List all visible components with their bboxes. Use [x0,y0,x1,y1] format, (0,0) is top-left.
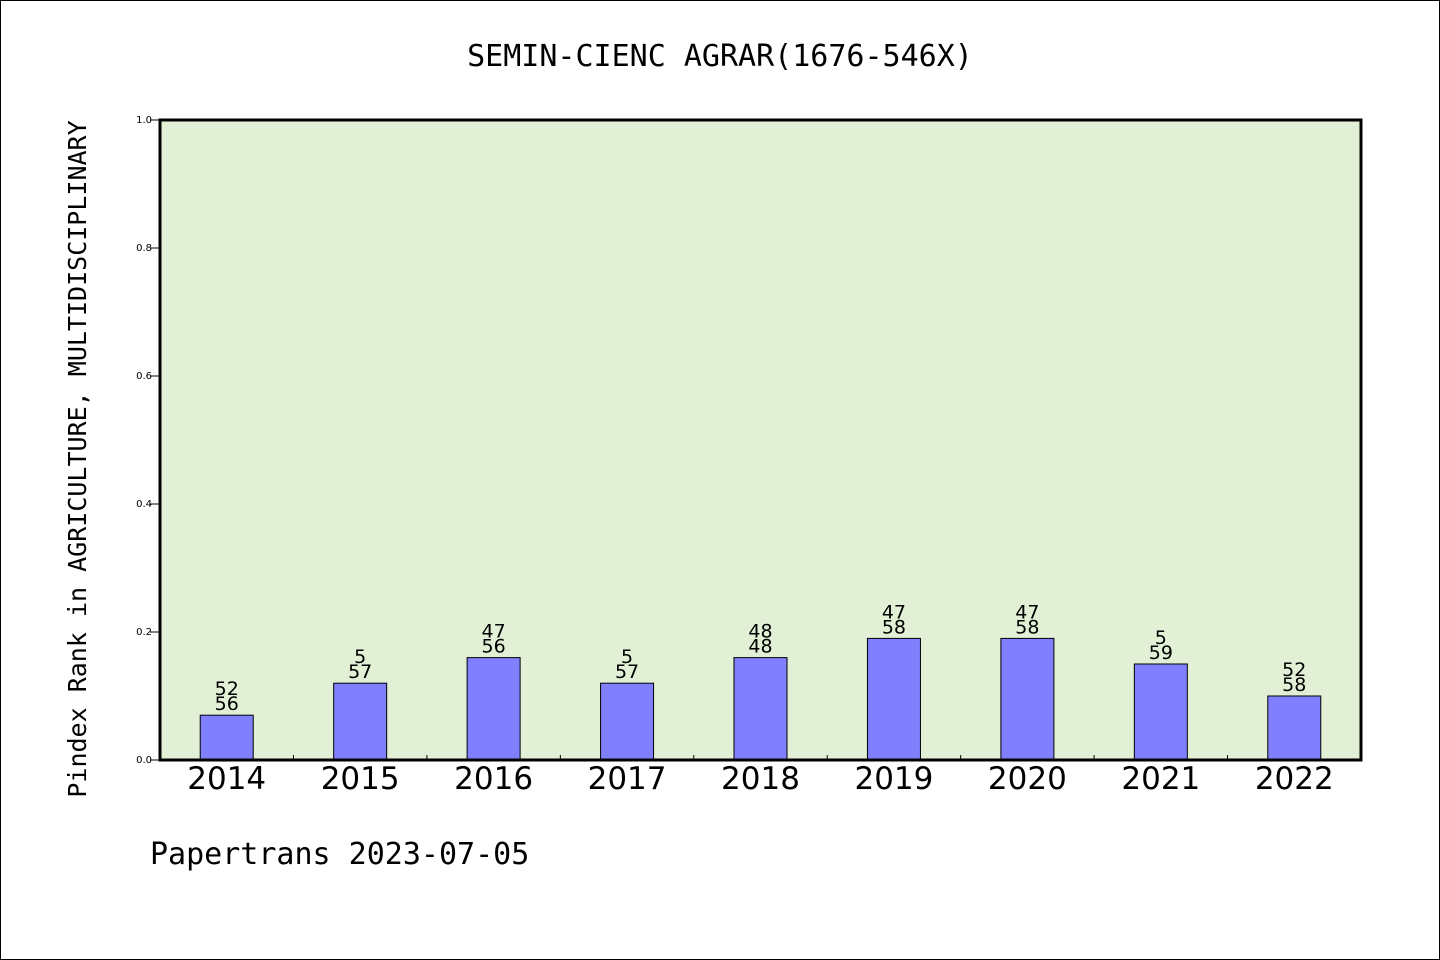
x-tick-label: 2021 [1121,761,1200,797]
data-label-bottom: 58 [882,616,906,638]
y-axis: 0.0 0.2 0.4 0.6 0.8 1.0 [136,115,160,766]
footer-text: Papertrans 2023-07-05 [150,837,529,872]
bar [333,682,388,761]
data-label-top: 47 [882,601,906,623]
data-label-top: 5 [354,646,366,668]
data-label-bottom: 57 [348,661,372,683]
y-tick-label: 0.4 [136,499,152,510]
y-tick-label: 1.0 [136,115,152,126]
data-label-top: 52 [1282,659,1306,681]
bar [1267,695,1322,761]
x-tick-label: 2014 [187,761,266,797]
data-label-top: 48 [748,621,772,643]
bars [199,637,1322,761]
data-label-top: 5 [621,646,633,668]
data-label-bottom: 59 [1149,642,1173,664]
y-axis-label: Pindex Rank in AGRICULTURE, MULTIDISCIPL… [63,120,92,797]
x-tick-label: 2017 [588,761,667,797]
data-label-top: 47 [482,621,506,643]
x-axis: 2014 2015 2016 2017 2018 2019 2020 2021 2022 [187,755,1334,797]
x-tick-label: 2019 [854,761,933,797]
bar [1133,663,1188,761]
bar [866,637,921,761]
x-tick-label: 2022 [1255,761,1334,797]
data-label-bottom: 58 [1015,616,1039,638]
bar [466,657,521,761]
y-tick-label: 0.8 [136,243,152,254]
bar [733,657,788,761]
y-tick-label: 0.0 [136,755,152,766]
x-tick-label: 2018 [721,761,800,797]
data-label-bottom: 48 [748,636,772,658]
data-label-bottom: 57 [615,661,639,683]
x-tick-label: 2016 [454,761,533,797]
plot-area [160,120,1361,760]
x-tick-label: 2015 [321,761,400,797]
chart-title: SEMIN-CIENC AGRAR(1676-546X) [467,39,973,74]
data-label-top: 52 [215,678,239,700]
data-label-top: 47 [1015,601,1039,623]
data-label-bottom: 56 [215,693,239,715]
y-tick-label: 0.2 [136,627,152,638]
x-tick-label: 2020 [988,761,1067,797]
bar [1000,637,1055,761]
plot-border [158,118,1363,762]
bar [600,682,655,761]
data-label-bottom: 58 [1282,674,1306,696]
bar [199,714,254,761]
data-label-top: 5 [1155,627,1167,649]
data-label-bottom: 56 [482,636,506,658]
y-tick-label: 0.6 [136,371,152,382]
